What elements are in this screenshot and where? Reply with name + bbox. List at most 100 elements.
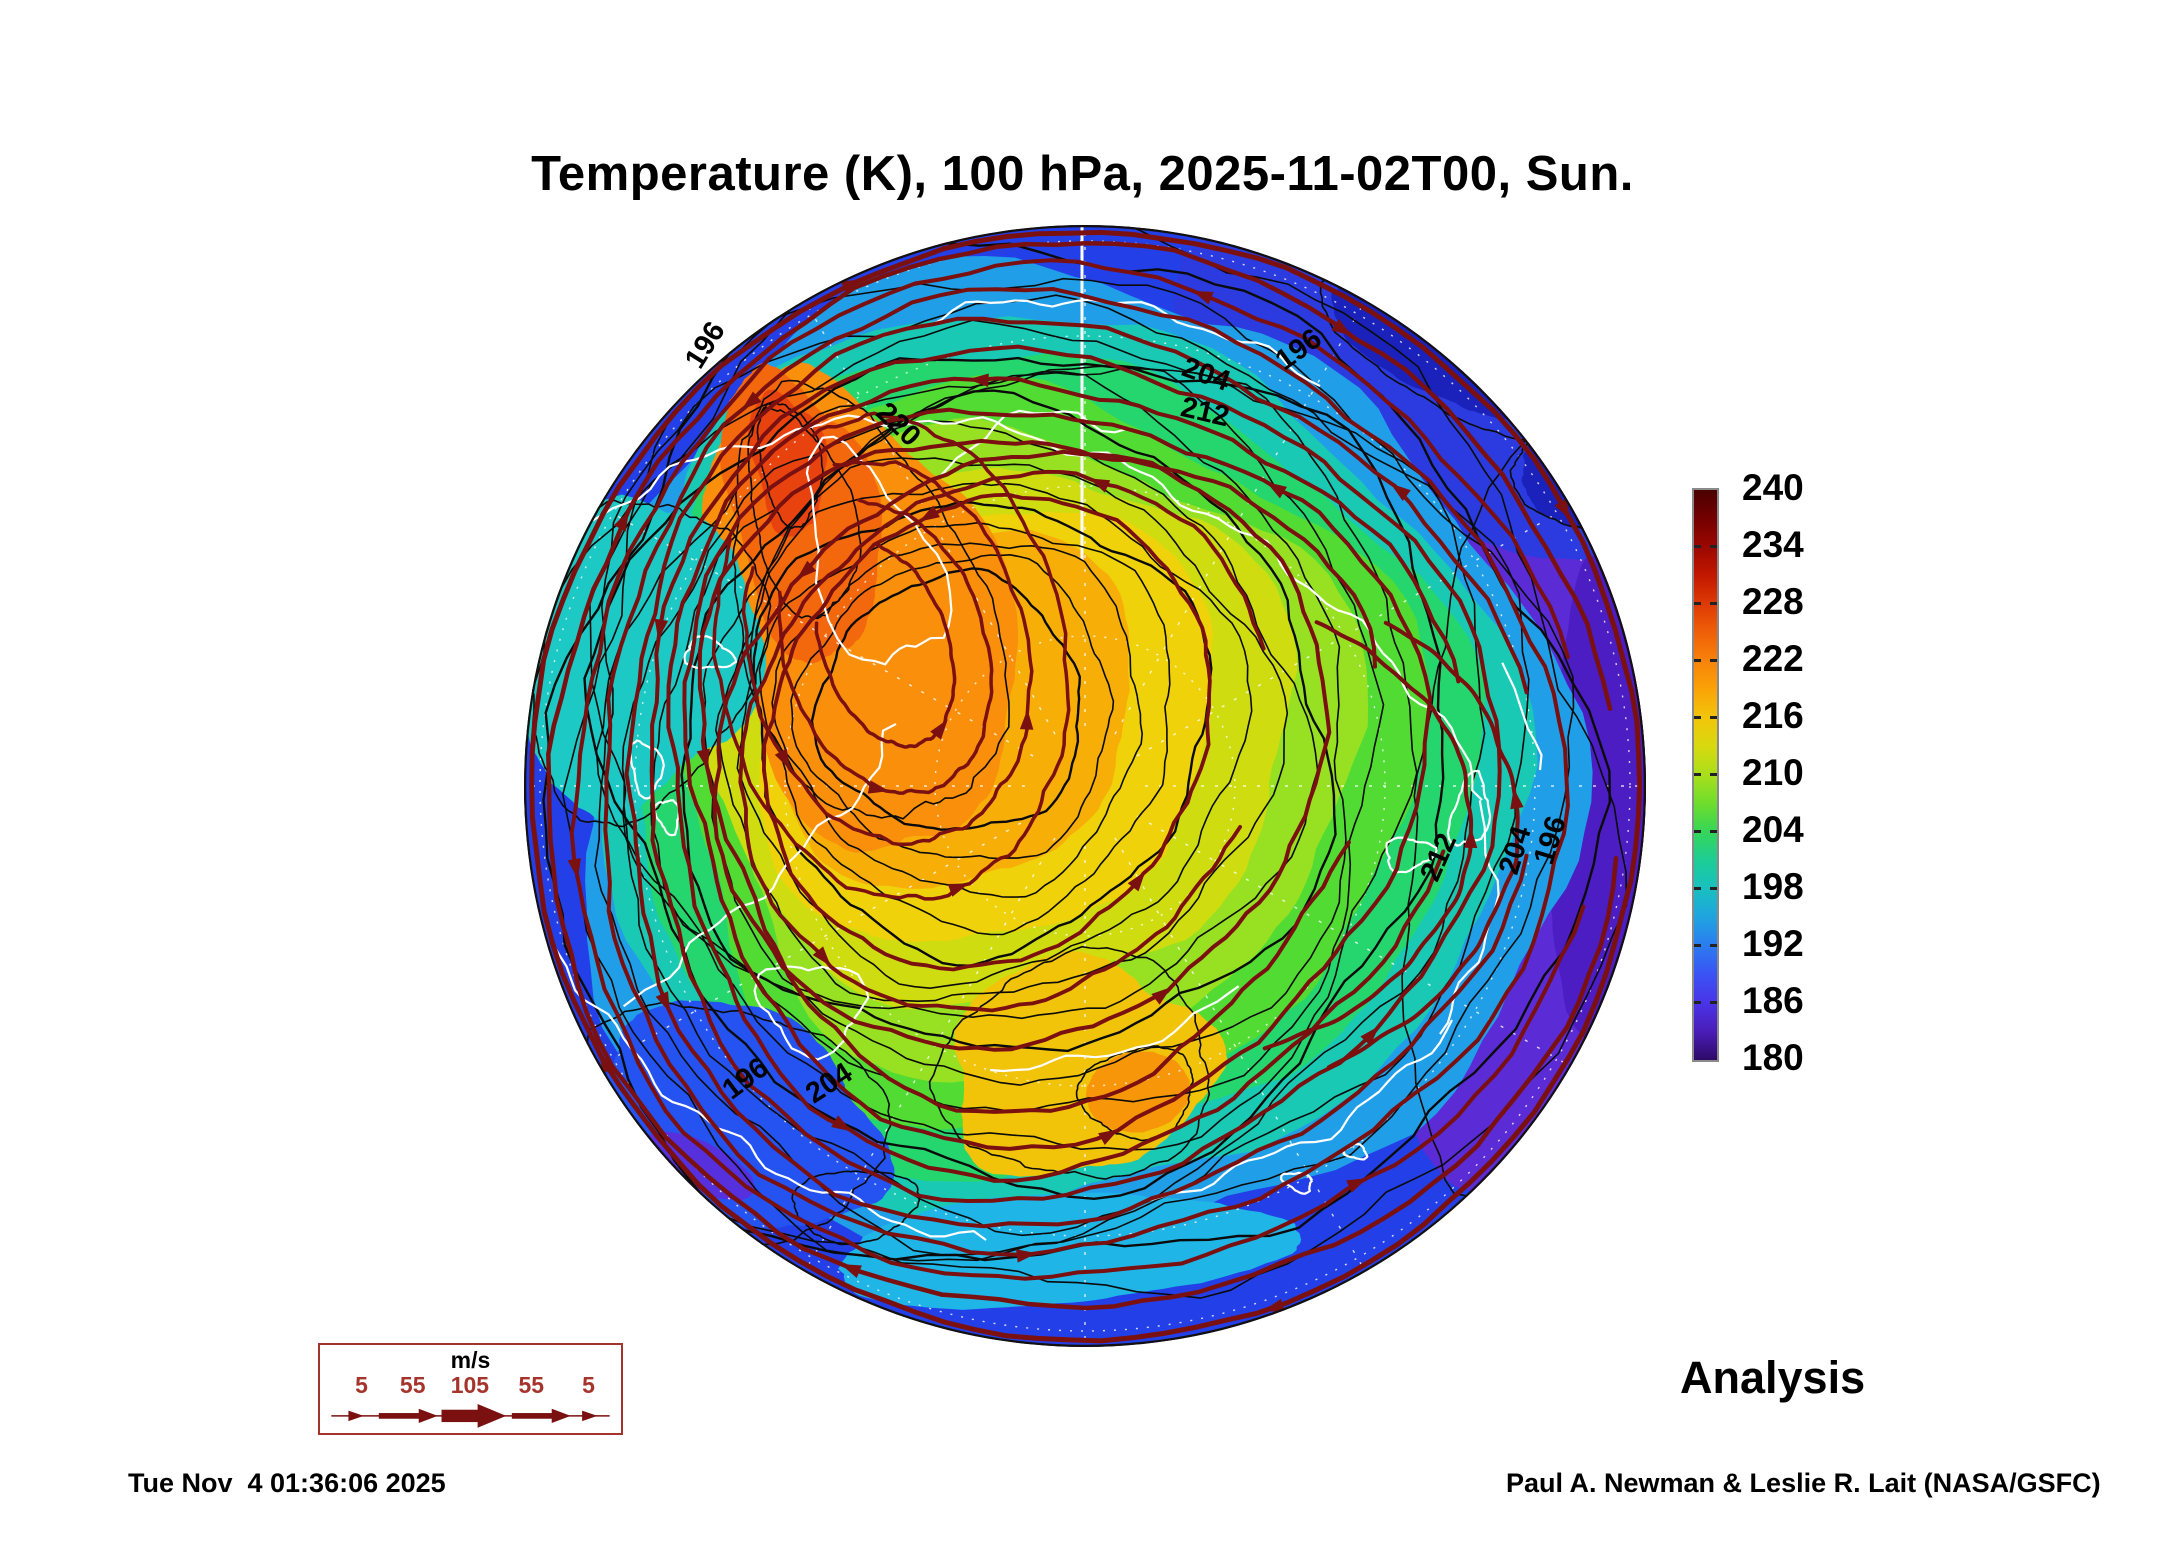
colorbar-tick-mark [1694, 659, 1701, 662]
colorbar-labels: 240 234 228 222 216 210 204 198 192 186 180 [1742, 469, 1862, 1076]
wind-arrowhead [741, 391, 762, 410]
wind-arrowhead [1019, 709, 1034, 730]
colorbar-tick-mark [1694, 773, 1701, 776]
wind-arrowhead [696, 748, 710, 770]
coastline-island [1280, 1171, 1313, 1195]
wind-arrowhead [1098, 1129, 1119, 1145]
colorbar-tick-mark [1710, 830, 1717, 833]
wind-value: 5 [355, 1372, 368, 1398]
wind-arrowhead [796, 560, 817, 580]
colorbar-tick-mark [1694, 944, 1701, 947]
colorbar-tick-label: 216 [1742, 695, 1804, 736]
temperature-contour [790, 553, 1115, 860]
wind-arrow-shaft-medium [511, 1413, 554, 1419]
wind-arrowhead [567, 858, 581, 880]
wind-arrow-head-small [348, 1410, 364, 1422]
wind-streamline [1326, 620, 1520, 1070]
wind-streamline [529, 229, 1643, 1344]
wind-unit-label: m/s [450, 1347, 491, 1373]
wind-arrowhead [1346, 1178, 1368, 1193]
wind-arrow-shaft-large [441, 1409, 484, 1423]
colorbar-tick-mark [1694, 887, 1701, 890]
graticule [528, 227, 1642, 1343]
temperature-contour [714, 457, 1289, 1003]
colorbar-tick-label: 240 [1742, 467, 1804, 508]
wind-arrowhead [831, 1115, 852, 1132]
wind-arrowhead [1016, 1249, 1037, 1263]
wind-arrow-scale [331, 1404, 610, 1428]
colorbar-tick-label: 198 [1742, 866, 1804, 907]
temperature-contour [621, 364, 1385, 1112]
globe-rim [524, 225, 1646, 1347]
wind-arrowhead [613, 510, 630, 532]
colorbar-tick-mark [1710, 602, 1717, 605]
wind-arrowhead [930, 719, 948, 740]
wind-speed-legend: m/s 5 55 105 55 5 [318, 1343, 623, 1435]
colorbar-tick-mark [1694, 545, 1701, 548]
wind-arrowhead [867, 780, 889, 794]
graticule-latitude-circle [539, 240, 1631, 1332]
wind-arrow-head-small [582, 1410, 598, 1422]
wind-arrowhead [1510, 788, 1524, 810]
wind-streamline [603, 286, 1570, 1257]
coastline [939, 409, 1131, 477]
map-art [524, 225, 1646, 1347]
colorbar-tick-label: 210 [1742, 752, 1804, 793]
wind-streamline [649, 344, 1502, 1204]
colorbar-tick-label: 192 [1742, 923, 1804, 964]
temperature-band [644, 1131, 756, 1201]
coastline-island [628, 739, 665, 800]
coastline [622, 723, 897, 1008]
colorbar-tick-label: 234 [1742, 524, 1804, 565]
colorbar-tick-label: 228 [1742, 581, 1804, 622]
colorbar-tick-label: 180 [1742, 1037, 1804, 1078]
wind-value: 55 [399, 1372, 426, 1398]
wind-arrowhead [1463, 827, 1478, 848]
colorbar-tick-mark [1710, 545, 1717, 548]
wind-arrow-head-large [477, 1404, 507, 1428]
wind-streamline [666, 376, 1461, 1183]
colorbar [1692, 488, 1719, 1062]
wind-arrowhead [1554, 498, 1571, 520]
wind-streamline [777, 498, 994, 795]
colorbar-tick-mark [1694, 716, 1701, 719]
colorbar-tick-label: 222 [1742, 638, 1804, 679]
wind-value: 5 [582, 1372, 595, 1398]
wind-arrowhead [1266, 482, 1287, 499]
coastline [552, 944, 987, 1241]
wind-streamline [546, 240, 1619, 1311]
wind-arrowhead [1331, 319, 1352, 336]
temperature-contour [758, 521, 1171, 936]
temperature-contour [561, 277, 1575, 1262]
graticule-latitude-circle [934, 635, 1236, 937]
wind-arrowhead [1088, 478, 1111, 493]
wind-arrowhead [1360, 1026, 1380, 1046]
colorbar-tick-mark [1694, 1001, 1701, 1004]
coastline [989, 985, 1240, 1073]
colorbar-tick-mark [1694, 830, 1701, 833]
temperature-contour [680, 389, 1337, 1053]
wind-streamline [711, 411, 1071, 901]
wind-streamlines [524, 225, 1646, 1347]
coastline-island [753, 965, 870, 1061]
wind-streamline [738, 469, 1266, 1013]
colorbar-tick-mark [1710, 716, 1717, 719]
wind-arrowhead [840, 1264, 862, 1278]
generated-timestamp: Tue Nov 4 01:36:06 2025 [128, 1468, 446, 1498]
wind-arrowhead [840, 279, 863, 294]
wind-arrow-shaft-medium [378, 1413, 421, 1419]
page-title: Temperature (K), 100 hPa, 2025-11-02T00,… [531, 147, 1634, 201]
colorbar-tick-mark [1710, 1001, 1717, 1004]
analysis-label: Analysis [1680, 1352, 1866, 1403]
wind-streamline [569, 258, 1586, 1281]
wind-arrowhead [774, 748, 791, 770]
colorbar-tick-label: 204 [1742, 809, 1804, 850]
temperature-contour [810, 567, 1082, 831]
wind-arrowhead [919, 505, 940, 522]
temperature-contour [524, 225, 1628, 1299]
temperature-contour [588, 319, 1486, 1237]
credit-text: Paul A. Newman & Leslie R. Lait (NASA/GS… [1506, 1468, 2101, 1498]
temperature-contour [928, 945, 1211, 1180]
